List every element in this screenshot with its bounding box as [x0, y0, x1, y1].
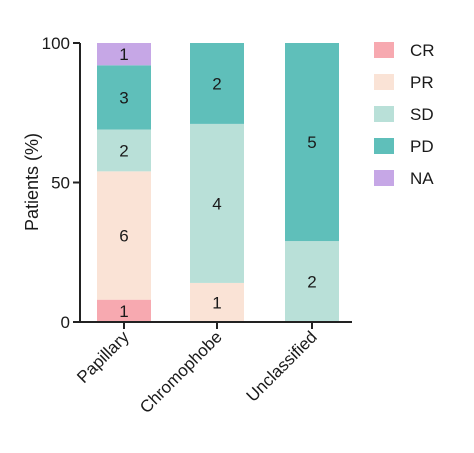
- legend-swatch-pd: [374, 138, 394, 154]
- bar-segment-unclassified-pd: [285, 43, 339, 242]
- legend-swatch-sd: [374, 106, 394, 122]
- legend-label-na: NA: [410, 169, 434, 188]
- y-ticks-group: 0 50 100: [42, 34, 80, 332]
- bar-segment-chromophobe-sd: [190, 123, 244, 283]
- bar-segment-chromophobe-pd: [190, 43, 244, 124]
- bar-segment-papillary-pd: [97, 65, 151, 130]
- x-category-label-papillary: Papillary: [73, 327, 133, 387]
- bar-segment-papillary-pr: [97, 171, 151, 300]
- bar-segment-papillary-cr: [97, 299, 151, 322]
- bar-segment-papillary-na: [97, 43, 151, 66]
- count-label-chromophobe-sd: 4: [212, 194, 221, 213]
- legend-label-cr: CR: [410, 41, 435, 60]
- legend-label-pd: PD: [410, 137, 434, 156]
- count-label-papillary-cr: 1: [119, 302, 128, 321]
- legend-swatch-cr: [374, 42, 394, 58]
- bar-segment-papillary-sd: [97, 129, 151, 172]
- count-label-unclassified-pd: 5: [307, 133, 316, 152]
- count-label-papillary-sd: 2: [119, 141, 128, 160]
- bars-group: [97, 43, 339, 322]
- bar-segment-chromophobe-pr: [190, 282, 244, 322]
- count-label-chromophobe-pr: 1: [212, 293, 221, 312]
- count-label-unclassified-sd: 2: [307, 273, 316, 292]
- count-label-papillary-pr: 6: [119, 227, 128, 246]
- bar-segment-unclassified-sd: [285, 241, 339, 322]
- x-category-label-chromophobe: Chromophobe: [136, 327, 226, 417]
- x-category-label-unclassified: Unclassified: [243, 327, 321, 405]
- legend-label-sd: SD: [410, 105, 434, 124]
- count-label-chromophobe-pd: 2: [212, 74, 221, 93]
- x-categories-group: Papillary Chromophobe Unclassified: [73, 322, 321, 417]
- legend: CR PR SD PD NA: [374, 41, 435, 188]
- legend-swatch-na: [374, 170, 394, 186]
- legend-swatch-pr: [374, 74, 394, 90]
- legend-label-pr: PR: [410, 73, 434, 92]
- y-tick-label-0: 0: [61, 313, 70, 332]
- count-label-papillary-na: 1: [119, 45, 128, 64]
- count-labels-group: 1 6 2 3 1 1 4 2 2 5: [119, 45, 316, 321]
- y-tick-label-50: 50: [51, 174, 70, 193]
- count-label-papillary-pd: 3: [119, 88, 128, 107]
- y-axis-label: Patients (%): [22, 133, 42, 231]
- y-tick-label-100: 100: [42, 34, 70, 53]
